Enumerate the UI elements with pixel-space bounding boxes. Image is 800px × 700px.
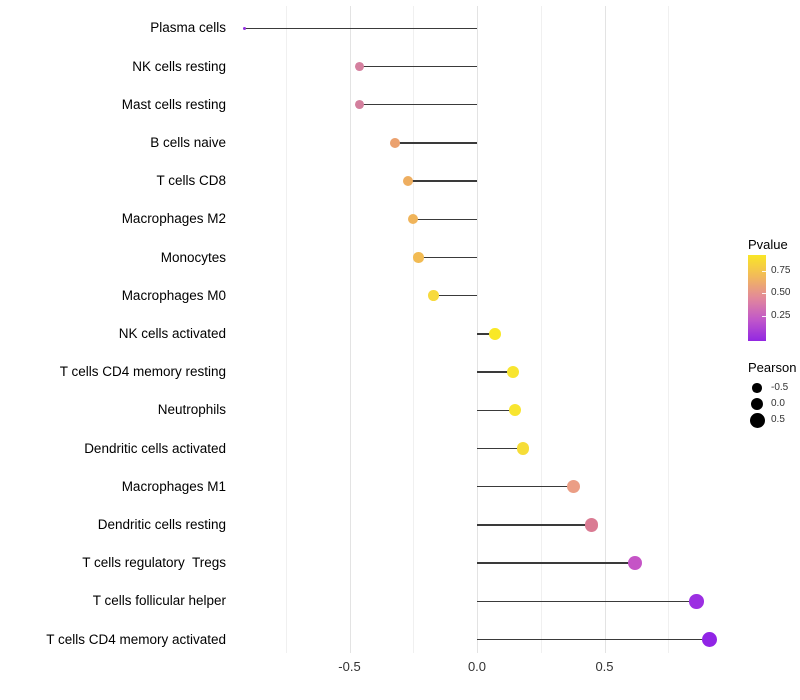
pearson-legend-label: 0.5 (771, 414, 785, 425)
lollipop-stem (477, 600, 697, 603)
lollipop-dot (428, 290, 439, 301)
category-label: Macrophages M2 (121, 211, 226, 227)
lollipop-stem (477, 562, 636, 564)
lollipop-stem (477, 333, 495, 335)
category-label: T cells CD4 memory activated (46, 631, 226, 647)
category-label: Mast cells resting (121, 96, 226, 112)
category-label: T cells regulatory Tregs (82, 555, 226, 571)
pvalue-legend-title: Pvalue (748, 237, 788, 252)
lollipop-dot (509, 404, 522, 417)
pearson-legend: Pearson (748, 360, 796, 375)
lollipop-stem (395, 142, 477, 144)
lollipop-stem (477, 485, 574, 488)
lollipop-dot (390, 137, 401, 148)
category-label: T cells CD4 memory resting (59, 364, 226, 380)
lollipop-stem (413, 218, 477, 221)
pearson-legend-label: -0.5 (771, 382, 789, 393)
category-label: NK cells resting (132, 58, 226, 74)
gridline (604, 6, 606, 653)
pearson-legend-dot (750, 397, 764, 411)
category-label: Monocytes (160, 249, 226, 265)
gridline (668, 6, 670, 653)
x-tick-label: 0.5 (595, 659, 614, 674)
lollipop-dot (585, 518, 599, 532)
lollipop-dot (628, 556, 643, 571)
lollipop-dot (701, 632, 717, 647)
pvalue-legend: Pvalue (748, 237, 788, 252)
lollipop-stem (477, 409, 516, 412)
category-label: NK cells activated (118, 325, 226, 341)
category-label: Macrophages M0 (121, 287, 226, 303)
category-label: Plasma cells (150, 20, 226, 36)
pvalue-tick-label: 0.25 (771, 310, 791, 321)
category-label: Dendritic cells activated (84, 440, 226, 456)
lollipop-stem (477, 371, 513, 373)
lollipop-stem (477, 524, 592, 526)
category-label: Dendritic cells resting (97, 516, 226, 532)
gridline (413, 6, 415, 653)
pearson-legend-dot (752, 383, 762, 393)
lollipop-dot (243, 26, 247, 30)
lollipop-dot (688, 593, 704, 609)
lollipop-stem (244, 27, 477, 30)
colorbar-tick (762, 293, 766, 294)
gridline (285, 6, 287, 653)
colorbar-tick (762, 316, 766, 317)
pvalue-tick-label: 0.50 (771, 287, 791, 298)
gridline (349, 6, 351, 653)
lollipop-stem (418, 256, 477, 259)
lollipop-stem (477, 447, 523, 450)
category-label: B cells naive (150, 134, 226, 150)
pearson-legend-title: Pearson (748, 360, 797, 375)
pearson-legend-dot (749, 412, 765, 428)
lollipop-dot (488, 327, 501, 340)
lollipop-dot (516, 442, 530, 455)
lollipop-dot (408, 214, 419, 225)
lollipop-stem (408, 180, 477, 182)
x-tick-label: 0.0 (467, 659, 487, 674)
category-label: T cells CD8 (156, 173, 226, 189)
colorbar-tick (762, 271, 766, 272)
category-label: Neutrophils (157, 402, 226, 418)
category-label: T cells follicular helper (92, 593, 226, 609)
pearson-legend-label: 0.0 (771, 398, 785, 409)
pvalue-colorbar (748, 255, 766, 341)
lollipop-stem (433, 294, 477, 297)
lollipop-dot (567, 480, 581, 494)
lollipop-dot (403, 176, 414, 187)
gridline (540, 6, 542, 653)
lollipop-dot (355, 100, 365, 110)
lollipop-dot (506, 366, 519, 379)
lollipop-stem (477, 638, 710, 641)
lollipop-stem (359, 65, 477, 68)
lollipop-stem (359, 103, 477, 106)
lollipop-dot (355, 62, 365, 71)
category-label: Macrophages M1 (121, 478, 226, 494)
plot-panel (230, 6, 737, 653)
x-tick-label: -0.5 (338, 659, 361, 674)
lollipop-dot (413, 252, 424, 263)
gridline (477, 6, 478, 653)
pvalue-tick-label: 0.75 (771, 265, 791, 276)
